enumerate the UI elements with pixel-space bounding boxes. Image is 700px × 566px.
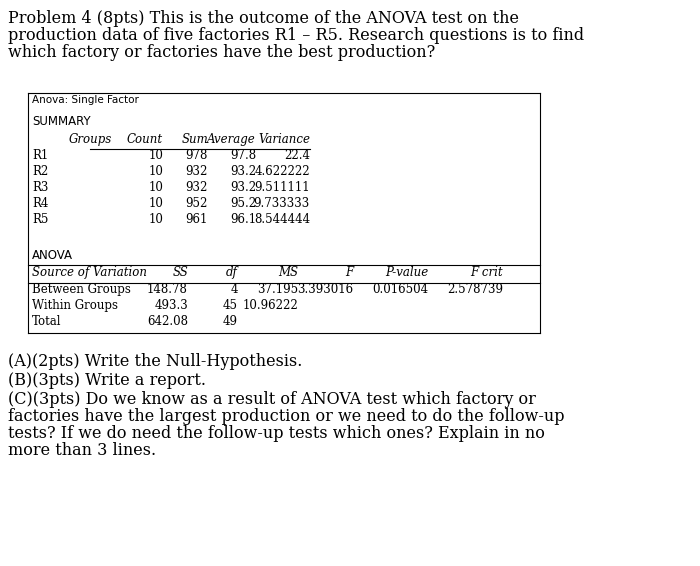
Text: R1: R1 [32,149,48,162]
Text: 37.195: 37.195 [257,283,298,296]
Text: 4.622222: 4.622222 [254,165,310,178]
Text: df: df [226,266,238,279]
Text: 22.4: 22.4 [284,149,310,162]
Text: (B)(3pts) Write a report.: (B)(3pts) Write a report. [8,372,206,389]
Text: 0.016504: 0.016504 [372,283,428,296]
Text: R3: R3 [32,181,48,194]
Text: R4: R4 [32,197,48,210]
Text: 978: 978 [186,149,208,162]
Text: 9.511111: 9.511111 [254,181,310,194]
Text: (C)(3pts) Do we know as a result of ANOVA test which factory or: (C)(3pts) Do we know as a result of ANOV… [8,391,536,408]
Text: 148.78: 148.78 [147,283,188,296]
Text: 8.544444: 8.544444 [254,213,310,226]
Text: F: F [345,266,353,279]
Text: Within Groups: Within Groups [32,299,118,312]
Text: production data of five factories R1 – R5. Research questions is to find: production data of five factories R1 – R… [8,27,584,44]
Text: 45: 45 [223,299,238,312]
Text: which factory or factories have the best production?: which factory or factories have the best… [8,44,435,61]
Text: Count: Count [127,133,163,146]
Text: SS: SS [172,266,188,279]
Text: 932: 932 [186,181,208,194]
Text: 493.3: 493.3 [154,299,188,312]
Text: 10: 10 [148,181,163,194]
Text: 10: 10 [148,213,163,226]
Text: Anova: Single Factor: Anova: Single Factor [32,95,139,105]
Text: 2.578739: 2.578739 [447,283,503,296]
Text: 95.2: 95.2 [230,197,256,210]
Text: Average: Average [207,133,256,146]
Text: 10: 10 [148,149,163,162]
Text: 10.96222: 10.96222 [242,299,298,312]
Text: 9.733333: 9.733333 [253,197,310,210]
Text: 96.1: 96.1 [230,213,256,226]
Text: Variance: Variance [258,133,310,146]
Text: 10: 10 [148,197,163,210]
Text: F crit: F crit [470,266,503,279]
Text: SUMMARY: SUMMARY [32,115,90,128]
Text: R5: R5 [32,213,48,226]
Text: Sum: Sum [181,133,208,146]
Text: 642.08: 642.08 [147,315,188,328]
Text: Between Groups: Between Groups [32,283,131,296]
Text: R2: R2 [32,165,48,178]
Text: Source of Variation: Source of Variation [32,266,147,279]
Text: tests? If we do need the follow-up tests which ones? Explain in no: tests? If we do need the follow-up tests… [8,425,545,442]
Text: factories have the largest production or we need to do the follow-up: factories have the largest production or… [8,408,564,425]
Text: 93.2: 93.2 [230,165,256,178]
Text: Problem 4 (8pts) This is the outcome of the ANOVA test on the: Problem 4 (8pts) This is the outcome of … [8,10,519,27]
Text: Groups: Groups [69,133,111,146]
Text: 49: 49 [223,315,238,328]
Text: 10: 10 [148,165,163,178]
Text: (A)(2pts) Write the Null-Hypothesis.: (A)(2pts) Write the Null-Hypothesis. [8,353,302,370]
Text: 3.393016: 3.393016 [297,283,353,296]
Text: 952: 952 [186,197,208,210]
Text: P-value: P-value [385,266,428,279]
Text: 932: 932 [186,165,208,178]
Text: more than 3 lines.: more than 3 lines. [8,442,156,459]
Text: MS: MS [278,266,298,279]
Text: 93.2: 93.2 [230,181,256,194]
Text: 961: 961 [186,213,208,226]
Text: ANOVA: ANOVA [32,249,73,262]
Text: 4: 4 [230,283,238,296]
Text: Total: Total [32,315,62,328]
Text: 97.8: 97.8 [230,149,256,162]
